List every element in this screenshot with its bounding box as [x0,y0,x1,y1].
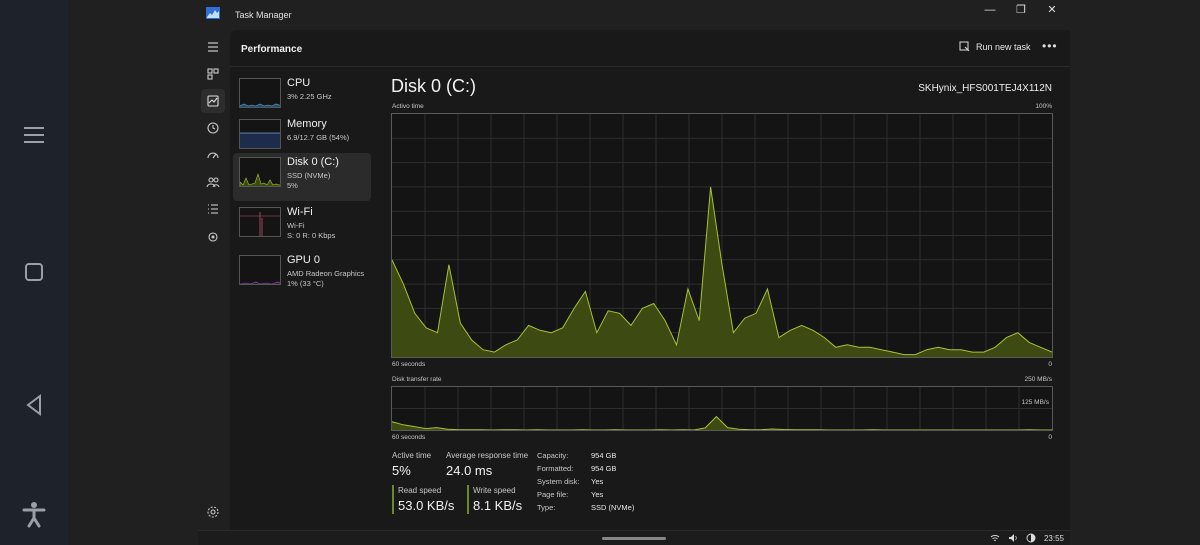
active-time-area [392,186,1052,357]
active-time-chart-label: Activo time [392,103,424,110]
active-time-value: 5% [392,463,411,478]
android-nav-bar [0,0,68,545]
header-divider [230,66,1070,67]
device-name: Wi-Fi [287,206,313,218]
app-title: Task Manager [235,10,292,20]
detail-value: 954 GB [591,451,617,460]
transfer-chart-max: 250 MB/s [1024,376,1052,383]
more-options-button[interactable]: ••• [1042,39,1058,53]
write-speed-bar [467,485,469,514]
active-time-line [391,186,1053,356]
read-speed-value: 53.0 KB/s [398,498,455,513]
detail-key: Type: [537,503,556,512]
device-cpu[interactable]: CPU 3% 2.25 GHz [233,74,371,122]
detail-value: 954 GB [591,464,617,473]
device-wifi[interactable]: Wi-Fi Wi-Fi S: 0 R: 0 Kbps [233,203,371,251]
transfer-chart-mid: 125 MB/s [1021,399,1049,406]
read-speed-bar [392,485,394,514]
detail-key: Page file: [537,490,569,499]
detail-value: Yes [591,490,604,499]
device-disk-0[interactable]: Disk 0 (C:) SSD (NVMe) 5% [233,153,371,201]
run-new-task-button[interactable]: Run new task [959,41,1031,52]
task-manager-window: Task Manager — ❐ ✕ [198,0,1070,545]
device-detail: SSD (NVMe) [287,171,331,180]
device-throughput: S: 0 R: 0 Kbps [287,231,336,240]
app-history-icon[interactable] [201,116,225,140]
device-usage: 1% (33 °C) [287,279,324,288]
right-margin [1070,0,1200,545]
device-detail: AMD Radeon Graphics [287,269,365,278]
home-square-icon[interactable] [17,255,51,289]
startup-icon[interactable] [201,143,225,167]
device-detail: 3% 2.25 GHz [287,92,332,101]
transfer-chart-label: Disk transfer rate [392,376,442,383]
minimize-button[interactable]: — [984,4,996,16]
active-time-chart [391,113,1053,358]
active-time-chart-svg [391,114,1053,357]
system-tray: 23:55 [990,533,1064,543]
home-indicator[interactable] [602,537,666,540]
wifi-icon[interactable] [990,533,1000,543]
device-detail: 6.9/12.7 GB (54%) [287,133,350,142]
navigation-rail [198,30,228,530]
gpu-thumbnail [239,255,281,285]
detail-value: SSD (NVMe) [591,503,635,512]
performance-icon[interactable] [201,89,225,113]
processes-icon[interactable] [201,62,225,86]
transfer-x-right: 0 [1048,434,1052,441]
device-usage: 5% [287,181,298,190]
hamburger-icon[interactable] [201,35,225,59]
disk-model: SKHynix_HFS001TEJ4X112N [918,83,1052,94]
transfer-rate-chart-svg [391,387,1052,431]
back-icon[interactable] [17,388,51,422]
transfer-x-left: 60 seconds [392,434,426,441]
disk-thumbnail [239,157,281,187]
transfer-rate-area [392,416,1052,430]
disk-title: Disk 0 (C:) [391,76,476,96]
maximize-button[interactable]: ❐ [1016,4,1026,16]
active-time-x-right: 0 [1048,361,1052,368]
active-time-x-left: 60 seconds [392,361,426,368]
detail-key: System disk: [537,477,580,486]
clock[interactable]: 23:55 [1043,533,1064,543]
wifi-thumbnail [239,207,281,237]
detail-key: Capacity: [537,451,569,460]
avg-response-label: Average response time [446,451,529,460]
detail-key: Formatted: [537,464,574,473]
write-speed-value: 8.1 KB/s [473,498,523,513]
write-speed-label: Write speed [473,486,516,495]
detail-value: Yes [591,477,604,486]
device-detail: Wi-Fi [287,221,305,230]
active-time-chart-max: 100% [1035,103,1052,110]
avg-response-value: 24.0 ms [446,463,493,478]
close-button[interactable]: ✕ [1047,4,1057,16]
performance-panel: Performance Run new task ••• CPU 3% 2.25… [230,30,1070,530]
device-name: GPU 0 [287,254,321,266]
cpu-thumbnail [239,78,281,108]
device-gpu-0[interactable]: GPU 0 AMD Radeon Graphics 1% (33 °C) [233,251,371,299]
device-name: Memory [287,118,327,130]
taskbar: 23:55 [198,530,1070,545]
title-bar: Task Manager — ❐ ✕ [198,0,1070,30]
users-icon[interactable] [201,170,225,194]
device-memory[interactable]: Memory 6.9/12.7 GB (54%) [233,115,371,163]
details-icon[interactable] [201,197,225,221]
run-task-icon [959,41,970,52]
transfer-rate-chart: 125 MB/s [391,386,1053,431]
accessibility-icon[interactable] [17,497,51,531]
memory-thumbnail [239,119,281,149]
run-new-task-label: Run new task [976,41,1031,52]
services-icon[interactable] [201,225,225,249]
device-name: Disk 0 (C:) [287,156,339,168]
page-title: Performance [241,44,303,55]
battery-icon[interactable] [1026,533,1036,543]
menu-icon[interactable] [17,118,51,152]
volume-icon[interactable] [1008,533,1018,543]
read-speed-label: Read speed [398,486,442,495]
settings-icon[interactable] [201,500,225,524]
task-manager-app-icon [206,7,220,19]
device-name: CPU [287,77,311,89]
active-time-label: Active time [392,451,432,460]
